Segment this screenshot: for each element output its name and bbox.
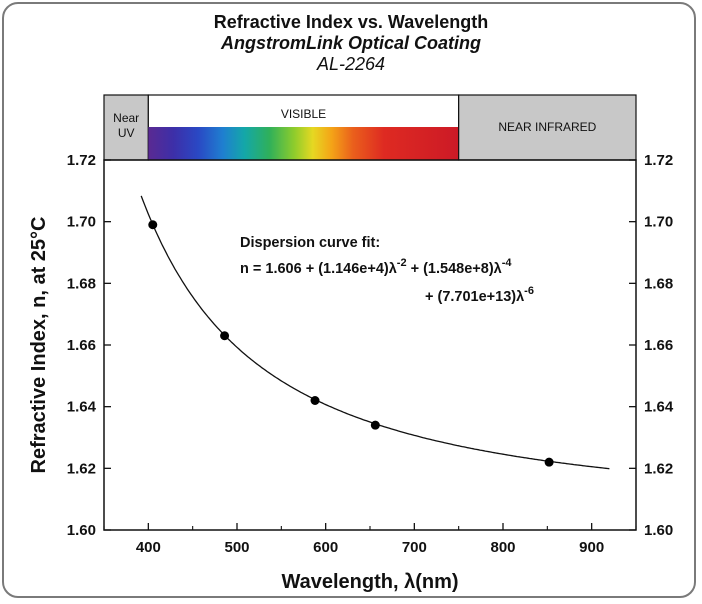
data-point [148,220,158,230]
y-tick-label-left: 1.62 [67,460,96,477]
plot-area [103,159,637,531]
y-tick-label-left: 1.66 [67,337,96,354]
visible-spectrum-gradient [148,127,459,160]
data-point [220,331,230,341]
eq-exp-2: -4 [502,257,513,269]
axis-ticks: 400 500 600 700 800 900 1.60 1.60 1.62 1.62 1.64 1.… [67,152,674,556]
y-tick-label-left: 1.64 [67,399,97,416]
chart-subtitle: AngstromLink Optical Coating [220,33,481,53]
band-rect [458,94,637,161]
x-tick-label: 700 [402,539,427,556]
dispersion-fit-annotation: Dispersion curve fit: n = 1.606 + (1.146… [240,235,534,305]
y-tick-label-left: 1.70 [67,214,96,231]
band-label-line: Near [113,111,139,125]
y-tick-label-left: 1.72 [67,152,96,169]
x-axis-title: Wavelength, λ(nm) [281,571,458,593]
x-tick-label: 600 [313,539,338,556]
band-label: VISIBLE [281,107,326,121]
y-tick-label-right: 1.62 [644,460,673,477]
annotation-equation-line2: + (7.701e+13)λ-6 [425,285,534,305]
chart-title: Refractive Index vs. Wavelength [213,12,489,32]
y-tick-label-left: 1.68 [67,275,96,292]
band-near-infrared: NEAR INFRARED [458,94,637,161]
data-point [544,457,554,467]
eq-exp-3: -6 [524,285,534,297]
x-tick-label: 400 [136,539,161,556]
x-tick-label: 900 [579,539,604,556]
y-axis-title: Refractive Index, n, at 25°C [28,217,50,474]
y-tick-label-right: 1.66 [644,337,673,354]
eq-part-1: n = 1.606 + (1.146e+4)λ [240,261,397,277]
y-tick-label-right: 1.64 [644,399,674,416]
chart-product-code: AL-2264 [316,54,386,74]
y-tick-label-right: 1.60 [644,522,673,539]
y-tick-label-left: 1.60 [67,522,96,539]
eq-exp-1: -2 [397,257,407,269]
chart-titles: Refractive Index vs. Wavelength Angstrom… [0,12,702,75]
band-label-line: UV [118,126,135,140]
annotation-equation-line1: n = 1.606 + (1.146e+4)λ-2 + (1.548e+8)λ-… [240,257,512,277]
x-tick-label: 500 [224,539,249,556]
eq-part-2: + (1.548e+8)λ [407,261,502,277]
data-points [148,220,554,467]
y-tick-label-right: 1.68 [644,275,673,292]
annotation-heading: Dispersion curve fit: [240,235,380,251]
data-point [310,396,320,405]
band-visible: VISIBLE [147,94,460,161]
y-tick-label-right: 1.70 [644,214,673,231]
x-tick-label: 800 [490,539,515,556]
eq-part-3: + (7.701e+13)λ [425,289,524,305]
data-point [370,420,380,430]
y-tick-label-right: 1.72 [644,152,673,169]
band-label: NEAR INFRARED [498,120,596,134]
